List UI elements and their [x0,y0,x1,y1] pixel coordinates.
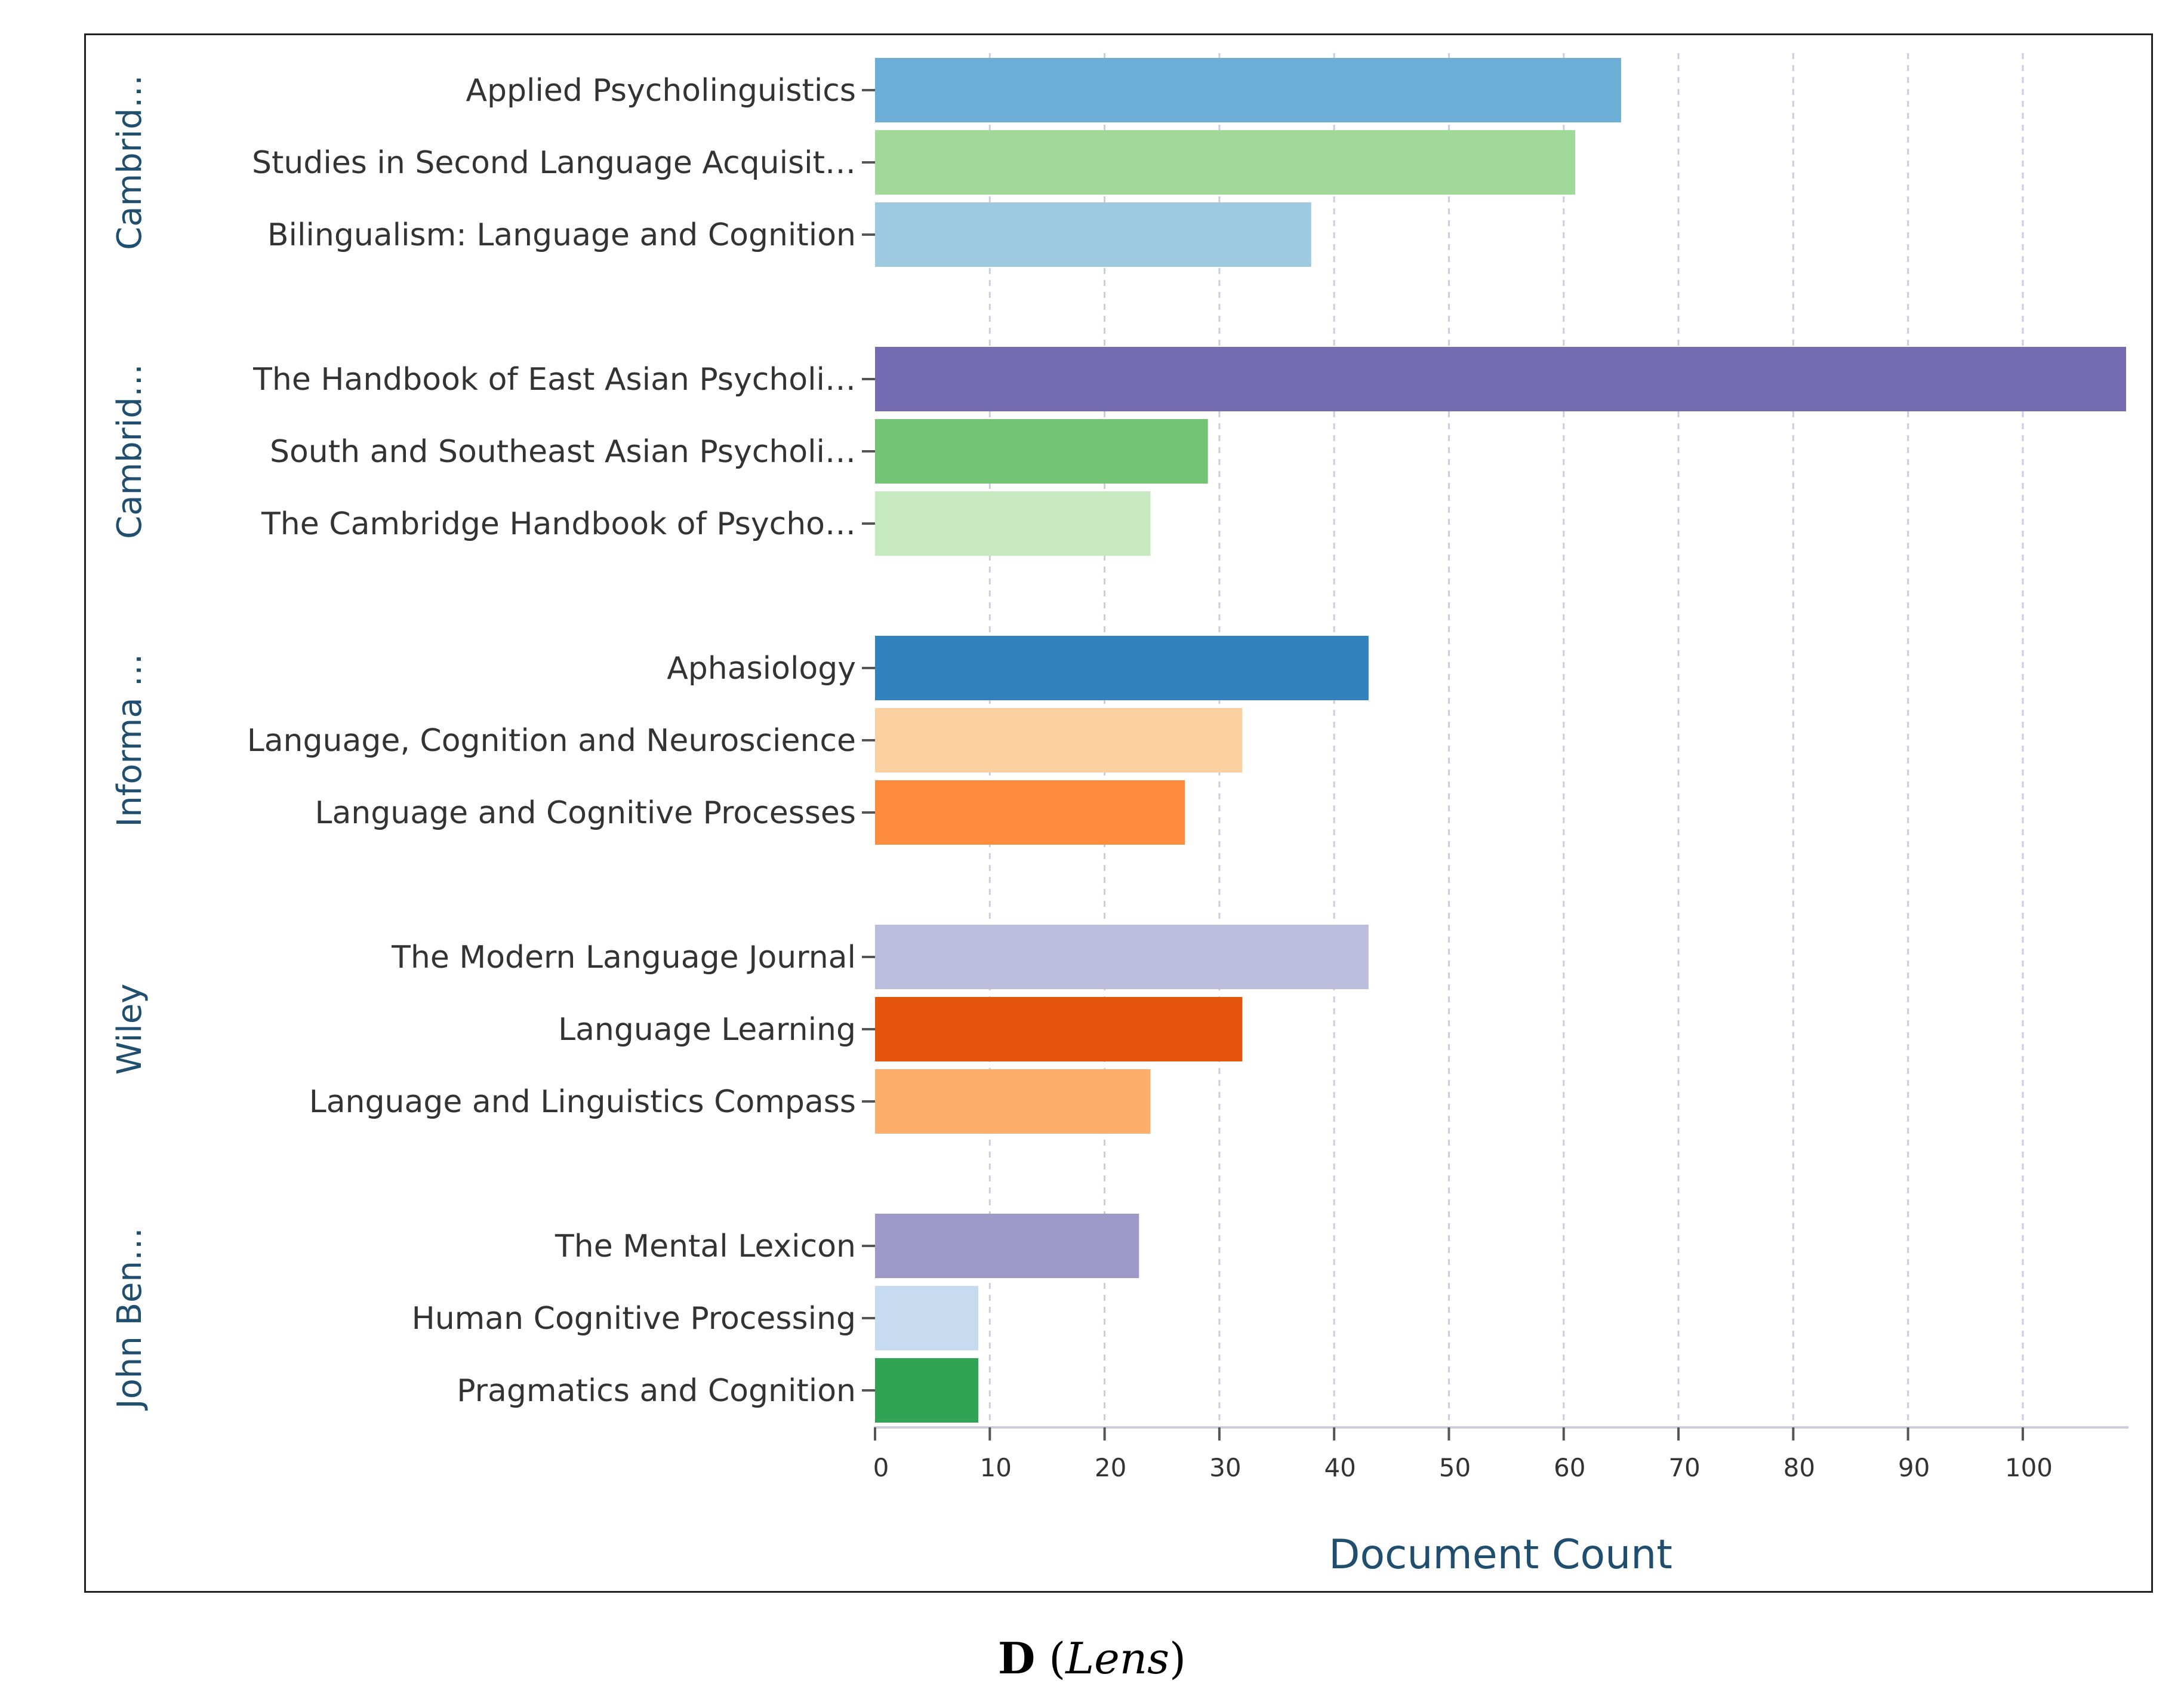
bar-0-1 [875,130,1575,195]
category-label-2-2: Language and Cognitive Processes [315,795,856,831]
x-tick-label-10: 10 [980,1453,1012,1482]
bar-3-0 [875,925,1369,989]
bar-2-1 [875,708,1243,772]
group-label-0: Cambrid… [110,75,149,250]
category-label-2-0: Aphasiology [667,651,856,687]
figure-caption: D (Lens) [0,1633,2184,1683]
category-label-4-0: The Mental Lexicon [555,1229,856,1264]
caption-letter: D [997,1633,1036,1683]
bar-1-2 [875,491,1151,556]
category-labels: Applied Psycholinguistics Studies in Seco… [247,73,875,1409]
caption-source: Lens [1065,1633,1170,1683]
group-label-4: John Ben… [110,1227,149,1411]
bar-0-0 [875,58,1621,122]
category-label-4-2: Pragmatics and Cognition [457,1373,856,1409]
x-tick-label-0: 0 [873,1453,889,1482]
category-label-3-1: Language Learning [558,1012,856,1048]
bar-4-0 [875,1214,1139,1278]
x-tick-label-80: 80 [1783,1453,1815,1482]
bar-chart: Applied Psycholinguistics Studies in Seco… [110,53,2128,1578]
category-label-1-0: The Handbook of East Asian Psycholi… [252,362,856,398]
category-label-3-2: Language and Linguistics Compass [309,1084,856,1120]
bar-1-1 [875,419,1208,484]
category-label-3-0: The Modern Language Journal [391,940,856,975]
bar-4-1 [875,1286,979,1350]
bar-1-0 [875,347,2126,411]
category-label-1-1: South and Southeast Asian Psycholi… [270,434,856,470]
x-tick-label-60: 60 [1554,1453,1585,1482]
group-label-1: Cambrid… [110,364,149,539]
bar-4-2 [875,1358,979,1423]
x-tick-label-100: 100 [2005,1453,2053,1482]
caption-open: ( [1035,1633,1066,1683]
x-tick-label-20: 20 [1095,1453,1126,1482]
x-tick-label-50: 50 [1439,1453,1471,1482]
category-label-2-1: Language, Cognition and Neuroscience [247,723,856,759]
x-tick-label-90: 90 [1898,1453,1930,1482]
category-label-0-1: Studies in Second Language Acquisit… [252,145,856,181]
x-tick-label-70: 70 [1668,1453,1700,1482]
x-axis-title: Document Count [1329,1531,1672,1578]
caption-close: ) [1169,1633,1187,1683]
bar-0-2 [875,202,1311,267]
bars [875,58,2126,1423]
x-axis: 0 10 20 30 40 50 60 70 80 90 100 [873,1426,2128,1482]
bar-3-2 [875,1069,1151,1134]
group-label-3: Wiley [110,984,149,1075]
bar-3-1 [875,997,1243,1061]
category-label-4-1: Human Cognitive Processing [412,1301,856,1337]
chart-frame: Applied Psycholinguistics Studies in Seco… [84,33,2153,1593]
x-tick-label-30: 30 [1209,1453,1241,1482]
group-label-2: Informa … [110,654,149,827]
x-tick-label-40: 40 [1324,1453,1356,1482]
gridlines [988,53,2024,1427]
bar-2-0 [875,636,1369,700]
bar-2-2 [875,780,1185,845]
category-label-0-2: Bilingualism: Language and Cognition [267,217,856,253]
category-label-1-2: The Cambridge Handbook of Psycho… [261,506,856,542]
group-labels: Cambrid… Cambrid… Informa … Wiley John Ben… [110,75,149,1411]
category-label-0-0: Applied Psycholinguistics [466,73,856,109]
